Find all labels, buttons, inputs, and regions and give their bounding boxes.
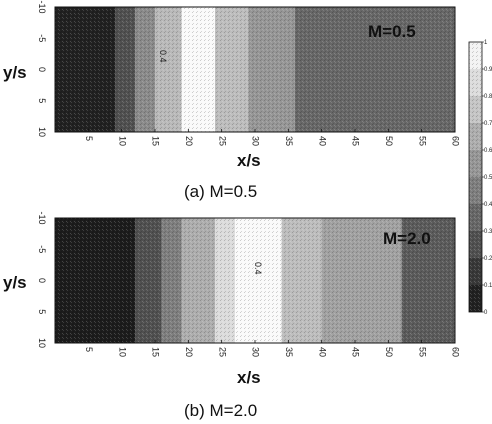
y-tick-labels: -10 -5 0 5 10: [37, 0, 47, 137]
colorbar-texture: [469, 42, 482, 312]
x-tick-label: 60: [451, 136, 461, 146]
x-tick-label: 55: [417, 136, 427, 146]
x-tick-label: 60: [451, 347, 461, 357]
y-tick-label: -10: [37, 0, 47, 13]
panel-b: -10 -5 0 5 10 5 10 15 20 25 30 35 40 45 50 55 60 y/s x/…: [3, 211, 461, 420]
x-tick-labels: 5 10 15 20 25 30 35 40 45 50 55 60: [84, 129, 461, 146]
x-tick-labels: 5 10 15 20 25 30 35 40 45 50 55 60: [84, 340, 461, 357]
x-tick-label: 55: [417, 347, 427, 357]
y-tick-label: -10: [37, 211, 47, 224]
y-tick-label: -5: [37, 34, 47, 42]
x-tick-label: 50: [384, 136, 394, 146]
y-tick-label: 10: [37, 338, 47, 348]
x-tick-label: 5: [84, 136, 94, 141]
colorbar-tick-label: 0.4: [484, 202, 492, 208]
colorbar: 0 0.1 0.2 0.3 0.4 0.5 0.6 0.7 0.8 0.9 1: [468, 40, 492, 316]
contour-annotation: 0.4: [158, 50, 168, 63]
y-tick-label: -5: [37, 245, 47, 253]
x-tick-label: 35: [284, 136, 294, 146]
colorbar-tick-label: 0: [484, 310, 488, 316]
caption: (a) M=0.5: [184, 182, 257, 201]
colorbar-tick-label: 0.5: [484, 175, 492, 181]
x-tick-label: 20: [184, 136, 194, 146]
x-tick-label: 40: [317, 347, 327, 357]
x-tick-label: 30: [251, 347, 261, 357]
colorbar-tick-label: 1: [484, 40, 488, 46]
y-tick-label: 5: [37, 309, 47, 314]
x-axis-label: x/s: [237, 368, 261, 387]
x-tick-label: 10: [117, 347, 127, 357]
y-tick-label: 0: [37, 67, 47, 72]
x-tick-label: 45: [351, 347, 361, 357]
y-tick-label: 10: [37, 127, 47, 137]
y-tick-label: 0: [37, 278, 47, 283]
colorbar-tick-label: 0.3: [484, 229, 492, 235]
x-tick-label: 45: [351, 136, 361, 146]
x-tick-label: 50: [384, 347, 394, 357]
x-tick-label: 35: [284, 347, 294, 357]
x-tick-label: 10: [117, 136, 127, 146]
y-axis-label: y/s: [3, 63, 27, 82]
colorbar-tick-label: 0.9: [484, 67, 492, 73]
panel-label: M=2.0: [383, 229, 431, 248]
colorbar-tick-label: 0.7: [484, 121, 492, 127]
x-tick-label: 15: [151, 136, 161, 146]
plot-texture: [55, 7, 455, 132]
y-tick-labels: -10 -5 0 5 10: [37, 211, 47, 348]
panel-a: -10 -5 0 5 10 5 10 15 20 25 30 35 40 45 50 55 60 y/s x/…: [3, 0, 461, 201]
y-tick-label: 5: [37, 98, 47, 103]
x-tick-label: 20: [184, 347, 194, 357]
panel-label: M=0.5: [368, 22, 416, 41]
x-tick-label: 25: [217, 136, 227, 146]
colorbar-tick-label: 0.2: [484, 256, 492, 262]
colorbar-tick-label: 0.6: [484, 148, 492, 154]
x-axis-label: x/s: [237, 151, 261, 170]
x-tick-label: 5: [84, 347, 94, 352]
x-tick-label: 40: [317, 136, 327, 146]
x-tick-label: 15: [151, 347, 161, 357]
x-tick-label: 25: [217, 347, 227, 357]
plot-texture: [55, 218, 455, 343]
contour-annotation: 0.4: [253, 262, 263, 275]
colorbar-tick-label: 0.8: [484, 94, 492, 100]
x-tick-label: 30: [251, 136, 261, 146]
colorbar-tick-label: 0.1: [484, 283, 492, 289]
y-axis-label: y/s: [3, 273, 27, 292]
caption: (b) M=2.0: [184, 401, 257, 420]
